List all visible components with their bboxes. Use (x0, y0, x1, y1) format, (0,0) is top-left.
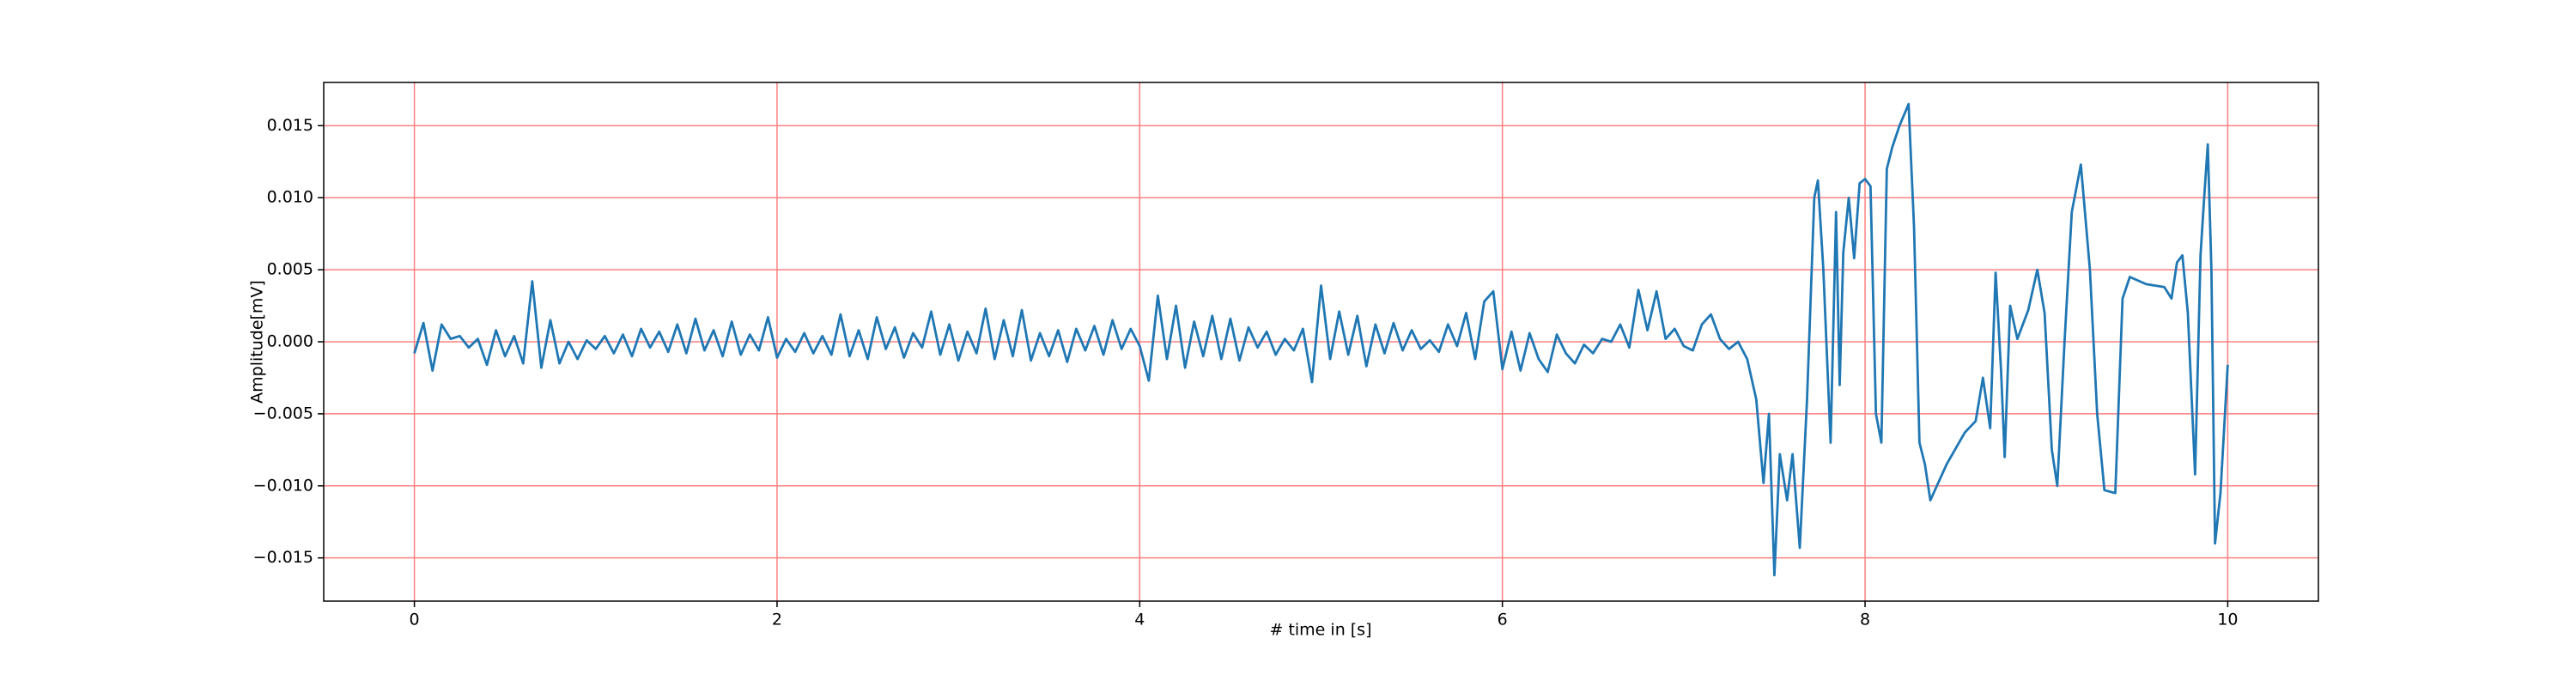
x-tick-label: 10 (2217, 611, 2238, 629)
y-tick-label: 0.000 (267, 332, 313, 351)
x-tick-label: 6 (1498, 611, 1508, 629)
x-tick-label: 4 (1134, 611, 1145, 629)
y-tick-label: 0.010 (267, 188, 313, 207)
y-tick-label: −0.015 (253, 548, 313, 567)
y-tick-label: −0.010 (253, 476, 313, 495)
x-axis-label: # time in [s] (1269, 621, 1371, 640)
x-tick-label: 2 (772, 611, 782, 629)
signal-line (413, 102, 2229, 577)
x-tick-label: 0 (410, 611, 420, 629)
x-tick-label: 8 (1860, 611, 1870, 629)
y-tick-label: 0.005 (267, 260, 313, 279)
y-tick-label: −0.005 (253, 404, 313, 423)
y-axis-label: Amplitude[mV] (248, 280, 267, 404)
plot-frame (323, 82, 2319, 602)
y-tick-label: 0.015 (267, 116, 313, 135)
